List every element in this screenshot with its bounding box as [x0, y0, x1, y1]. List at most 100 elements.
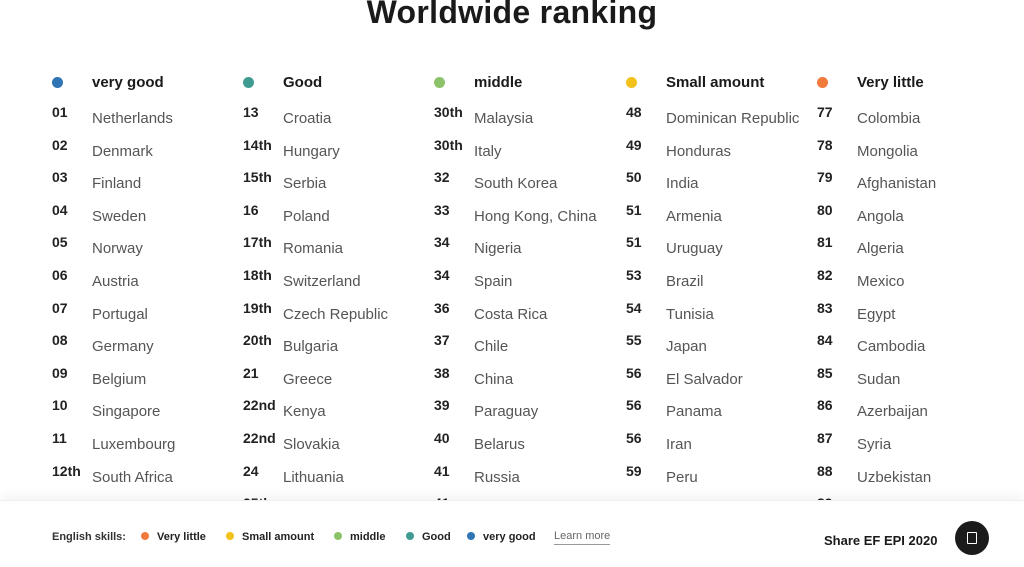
- ranking-row: 55 Japan: [626, 332, 811, 360]
- country-name: Singapore: [92, 403, 161, 421]
- ranking-row: 03 Finland: [52, 169, 237, 197]
- country-name: Bulgaria: [283, 338, 339, 356]
- ranking-row: 41Cuba: [434, 495, 619, 500]
- ranking-row: 56 Panama: [626, 397, 811, 425]
- country-name: Belgium: [92, 370, 147, 388]
- ranking-row: 56 Iran: [626, 430, 811, 458]
- country-name: India: [666, 175, 699, 193]
- rank-number: 40: [434, 429, 450, 446]
- country-name: Czech Republic: [283, 305, 389, 323]
- rank-number: 88: [817, 462, 833, 479]
- rank-number: 11: [52, 429, 67, 446]
- country-name: Hong Kong, China: [474, 207, 597, 225]
- rank-number: 17th: [243, 234, 272, 251]
- country-name: Egypt: [857, 305, 896, 323]
- ranking-row: 14th Hungary: [243, 137, 428, 165]
- ranking-row: 36 Costa Rica: [434, 300, 619, 328]
- column-title: Good: [283, 74, 323, 91]
- rank-number: 39: [434, 397, 450, 414]
- column-header: middle: [434, 74, 619, 104]
- legend-dot-icon: [467, 532, 475, 540]
- ranking-row: 15th Serbia: [243, 169, 428, 197]
- country-name: Syria: [857, 435, 892, 453]
- rank-number: 22nd: [243, 429, 276, 446]
- ranking-row: 80 Angola: [817, 202, 1002, 230]
- share-button[interactable]: [955, 521, 989, 555]
- rank-number: 81: [817, 234, 833, 251]
- rank-number: 25th: [243, 495, 272, 500]
- rank-number: 30th: [434, 104, 463, 120]
- rank-number: 54: [626, 299, 642, 316]
- ranking-row: 48 Dominican Republic: [626, 104, 811, 132]
- country-name: Germany: [92, 338, 154, 356]
- country-name: Slovakia: [283, 435, 340, 453]
- ranking-row: 56 El Salvador: [626, 365, 811, 393]
- legend-label: Small amount: [242, 531, 315, 543]
- rank-number: 32: [434, 169, 450, 186]
- ranking-columns: very good 01 Netherlands 02 Denmark 03 Finland…: [0, 74, 1024, 500]
- ranking-column: Very little 77 Colombia 78 Mongolia 79 Afghani…: [817, 74, 1002, 500]
- ranking-row: 33 Hong Kong, China: [434, 202, 619, 230]
- country-name: Kenya: [283, 403, 326, 421]
- rank-number: 50: [626, 169, 642, 186]
- ranking-row: 16 Poland: [243, 202, 428, 230]
- ranking-column: Good 13 Croatia 14th Hungary 15th Serbia 16 Pola…: [243, 74, 428, 500]
- rank-number: 34: [434, 234, 450, 251]
- country-name: Croatia: [283, 110, 332, 127]
- column-title: very good: [92, 74, 164, 91]
- legend-label: very good: [483, 531, 536, 543]
- country-name: Honduras: [666, 142, 732, 160]
- country-name: Angola: [857, 207, 904, 225]
- rank-number: 82: [817, 266, 833, 283]
- rank-number: 53: [626, 266, 642, 283]
- level-dot-icon: [243, 77, 254, 88]
- country-name: Norway: [92, 240, 143, 258]
- country-name: Brazil: [666, 272, 704, 290]
- rank-number: 41: [434, 495, 450, 500]
- ranking-column: very good 01 Netherlands 02 Denmark 03 Finland…: [52, 74, 237, 495]
- ranking-row: 84 Cambodia: [817, 332, 1002, 360]
- rank-number: 12th: [52, 462, 81, 479]
- country-name: Lithuania: [283, 468, 344, 486]
- ranking-row: 53 Brazil: [626, 267, 811, 295]
- ranking-row: 49 Honduras: [626, 137, 811, 165]
- country-name: Japan: [666, 338, 707, 356]
- rank-number: 48: [626, 104, 642, 120]
- legend-label: middle: [350, 531, 386, 543]
- country-name: Romania: [283, 240, 344, 258]
- country-name: Finland: [92, 175, 142, 193]
- rank-number: 19th: [243, 299, 272, 316]
- ranking-row: 30th Malaysia: [434, 104, 619, 132]
- ranking-row: 19th Czech Republic: [243, 300, 428, 328]
- ranking-row: 12th South Africa: [52, 463, 237, 491]
- legend-label: Very little: [157, 531, 206, 543]
- rank-number: 49: [626, 136, 642, 153]
- rank-number: 09: [52, 364, 68, 381]
- rank-number: 56: [626, 364, 642, 381]
- rank-number: 86: [817, 397, 833, 414]
- learn-more-link[interactable]: Learn more: [554, 530, 611, 545]
- ranking-row: 88 Uzbekistan: [817, 463, 1002, 491]
- country-name: Peru: [666, 468, 698, 486]
- ranking-row: 81 Algeria: [817, 234, 1002, 262]
- rank-number: 41: [434, 462, 450, 479]
- ranking-row: 38 China: [434, 365, 619, 393]
- ranking-row: 34 Nigeria: [434, 234, 619, 262]
- rank-number: 85: [817, 364, 833, 381]
- ranking-row: 89Cameroon: [817, 495, 1002, 500]
- country-name: Sweden: [92, 207, 147, 225]
- rank-number: 56: [626, 397, 642, 414]
- country-name: China: [474, 370, 514, 388]
- level-dot-icon: [817, 77, 828, 88]
- column-header: very good: [52, 74, 237, 104]
- rank-number: 16: [243, 201, 259, 218]
- footer-bar: English skills: Very little Small amount m…: [0, 500, 1024, 567]
- legend-item: Small amount: [226, 531, 314, 543]
- ranking-row: 05 Norway: [52, 234, 237, 262]
- ranking-row: 77 Colombia: [817, 104, 1002, 132]
- ranking-row: 34 Spain: [434, 267, 619, 295]
- ranking-row: 08 Germany: [52, 332, 237, 360]
- country-name: Tunisia: [666, 305, 714, 323]
- rank-number: 87: [817, 429, 833, 446]
- ranking-row: 39 Paraguay: [434, 397, 619, 425]
